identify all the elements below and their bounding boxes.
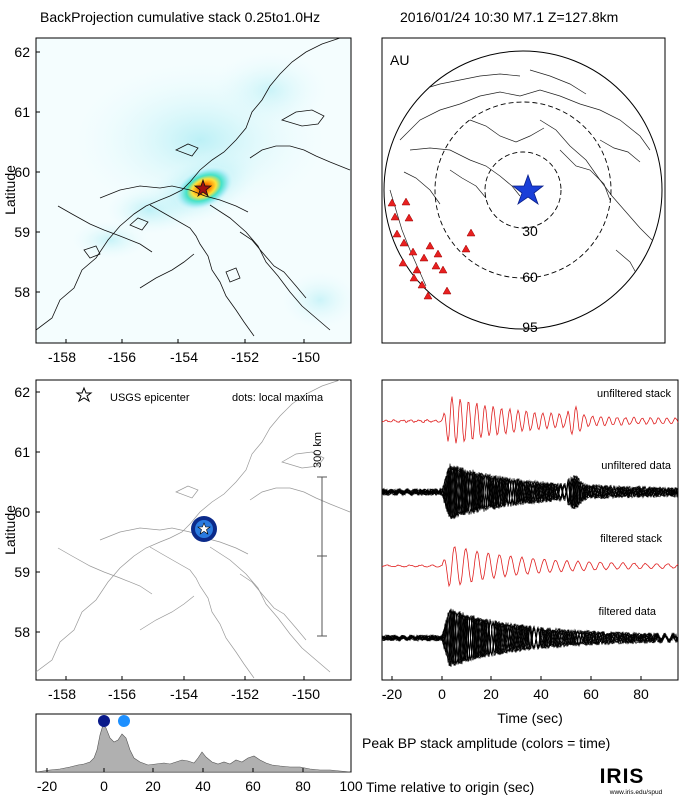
legend-dots-label: dots: local maxima xyxy=(232,392,324,404)
top-map-ticks xyxy=(36,51,305,343)
bottom-map-ticks xyxy=(36,391,305,680)
filtered-stack-trace xyxy=(381,546,679,588)
trace-x-tick: 60 xyxy=(583,686,599,702)
bottom-map-ylabel: Latitude xyxy=(2,505,18,555)
ring-label: 95 xyxy=(522,319,538,335)
header-left-title: BackProjection cumulative stack 0.25to1.… xyxy=(40,9,320,25)
bottom-lat-tick: 60 xyxy=(14,504,30,520)
amplitude-x-tick: 60 xyxy=(245,778,261,794)
bottom-lon-tick: -154 xyxy=(170,686,198,702)
bottom-lat-tick: 62 xyxy=(14,384,30,400)
iris-logo: IRIS www.iris.edu/spud xyxy=(600,765,663,796)
top-lat-tick: 62 xyxy=(14,44,30,60)
trace-x-tick: 20 xyxy=(483,686,499,702)
scale-bar-label: 300 km xyxy=(312,432,324,468)
amplitude-ticks xyxy=(46,768,352,772)
amplitude-panel: -20 0 20 40 60 80 100 Peak BP stack ampl… xyxy=(35,713,610,795)
top-lat-tick: 58 xyxy=(14,284,30,300)
trace-x-tick: 40 xyxy=(533,686,549,702)
top-lat-tick: 61 xyxy=(14,104,30,120)
bottom-lon-tick: -150 xyxy=(292,686,320,702)
top-lon-tick: -152 xyxy=(231,349,259,365)
epicenter-star-top xyxy=(193,178,213,198)
amplitude-x-tick: 80 xyxy=(295,778,311,794)
top-map-ylabel: Latitude xyxy=(2,165,18,215)
globe-coastlines xyxy=(389,69,653,287)
unfiltered-data-trace xyxy=(381,465,679,520)
trace-x-tick: 0 xyxy=(438,686,446,702)
trace-label-filtered-data: filtered data xyxy=(599,606,657,618)
epicenter-star-globe xyxy=(511,173,545,206)
unfiltered-stack-trace xyxy=(381,396,679,444)
top-backprojection-map: 62 61 60 59 58 -158 -156 -154 -152 -150 … xyxy=(2,37,352,365)
coastline-bottom xyxy=(36,380,351,679)
filtered-data-trace xyxy=(381,611,679,666)
epicenter-star-bottom xyxy=(197,522,211,535)
coastline-top xyxy=(36,38,351,337)
trace-ticks xyxy=(391,676,642,680)
station-globe: AU 30 60 95 xyxy=(381,37,666,344)
amplitude-title: Peak BP stack amplitude (colors = time) xyxy=(362,735,610,751)
top-lon-tick: -156 xyxy=(108,349,136,365)
bottom-lon-tick: -156 xyxy=(108,686,136,702)
trace-layer xyxy=(381,396,679,668)
ring-label: 60 xyxy=(522,269,538,285)
bottom-lon-tick: -158 xyxy=(48,686,76,702)
top-lon-tick: -158 xyxy=(48,349,76,365)
scale-bar xyxy=(317,476,327,637)
unfiltered-data-trace xyxy=(381,466,679,519)
waveform-panel: unfiltered stack unfiltered data filtere… xyxy=(381,379,679,726)
header-right-title: 2016/01/24 10:30 M7.1 Z=127.8km xyxy=(400,9,618,25)
amplitude-x-tick: 0 xyxy=(100,778,108,794)
trace-xlabel: Time (sec) xyxy=(497,710,563,726)
trace-x-tick: -20 xyxy=(382,686,402,702)
bottom-maxima-map: USGS epicenter dots: local maxima 300 km… xyxy=(2,379,352,702)
unfiltered-data-trace xyxy=(381,463,679,519)
ring-label: 30 xyxy=(522,223,538,239)
amplitude-x-tick: 100 xyxy=(339,778,363,794)
station-markers xyxy=(387,197,476,300)
top-lon-tick: -150 xyxy=(292,349,320,365)
top-lon-tick: -154 xyxy=(170,349,198,365)
amplitude-fill xyxy=(35,724,352,773)
trace-label-filtered-stack: filtered stack xyxy=(600,533,662,545)
amplitude-x-tick: 40 xyxy=(195,778,211,794)
trace-x-tick: 80 xyxy=(633,686,649,702)
bottom-lat-tick: 61 xyxy=(14,444,30,460)
amplitude-x-tick: 20 xyxy=(145,778,161,794)
top-lat-tick: 60 xyxy=(14,164,30,180)
filtered-data-trace xyxy=(381,612,679,667)
peak-dot-late xyxy=(118,715,130,727)
amplitude-x-tick: -20 xyxy=(37,778,57,794)
trace-label-unfiltered-stack: unfiltered stack xyxy=(597,388,671,400)
top-lat-tick: 59 xyxy=(14,224,30,240)
bottom-lat-tick: 58 xyxy=(14,624,30,640)
trace-label-unfiltered-data: unfiltered data xyxy=(601,460,672,472)
bottom-lon-tick: -152 xyxy=(231,686,259,702)
array-label: AU xyxy=(390,52,409,68)
amplitude-xlabel: Time relative to origin (sec) xyxy=(366,779,534,795)
bottom-lat-tick: 59 xyxy=(14,564,30,580)
logo-text: IRIS xyxy=(600,765,645,788)
logo-url: www.iris.edu/spud xyxy=(609,789,663,796)
legend-star-icon xyxy=(75,386,93,403)
peak-dot-early xyxy=(98,715,110,727)
legend-epicenter-label: USGS epicenter xyxy=(110,392,190,404)
